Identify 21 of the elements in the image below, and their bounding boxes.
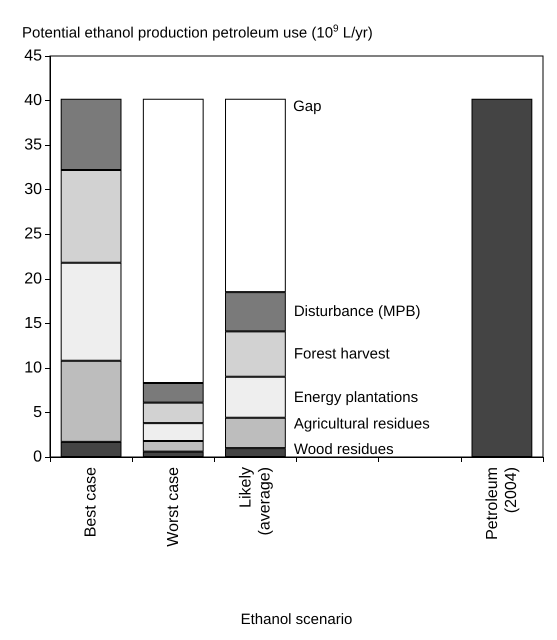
y-tick-label: 5: [33, 404, 42, 421]
y-tick-label: 15: [24, 314, 42, 332]
y-tick-label: 10: [24, 359, 42, 376]
y-tick-label: 25: [24, 226, 42, 243]
series-label: Energy plantations: [294, 388, 418, 406]
y-tick-label: 35: [24, 136, 42, 154]
series-label: Agricultural residues: [294, 415, 430, 432]
y-tick-label: 30: [24, 181, 42, 198]
series-label: Disturbance (MPB): [294, 303, 421, 320]
y-tick-label: 20: [24, 270, 42, 288]
y-tick-label: 0: [33, 448, 42, 466]
x-tick-label: Worst case: [164, 466, 182, 547]
series-label: Wood residues: [294, 441, 394, 458]
x-axis-title: Ethanol scenario: [240, 611, 352, 628]
y-tick-label: 45: [24, 48, 42, 64]
y-tick-label: 40: [24, 92, 42, 110]
x-tick-label: Best case: [82, 466, 100, 538]
series-label: Forest harvest: [294, 346, 391, 363]
series-label: Gap: [293, 98, 322, 115]
x-tick-label: Likely (average): [237, 467, 274, 536]
x-tick-label: Petroleum (2004): [484, 467, 520, 540]
